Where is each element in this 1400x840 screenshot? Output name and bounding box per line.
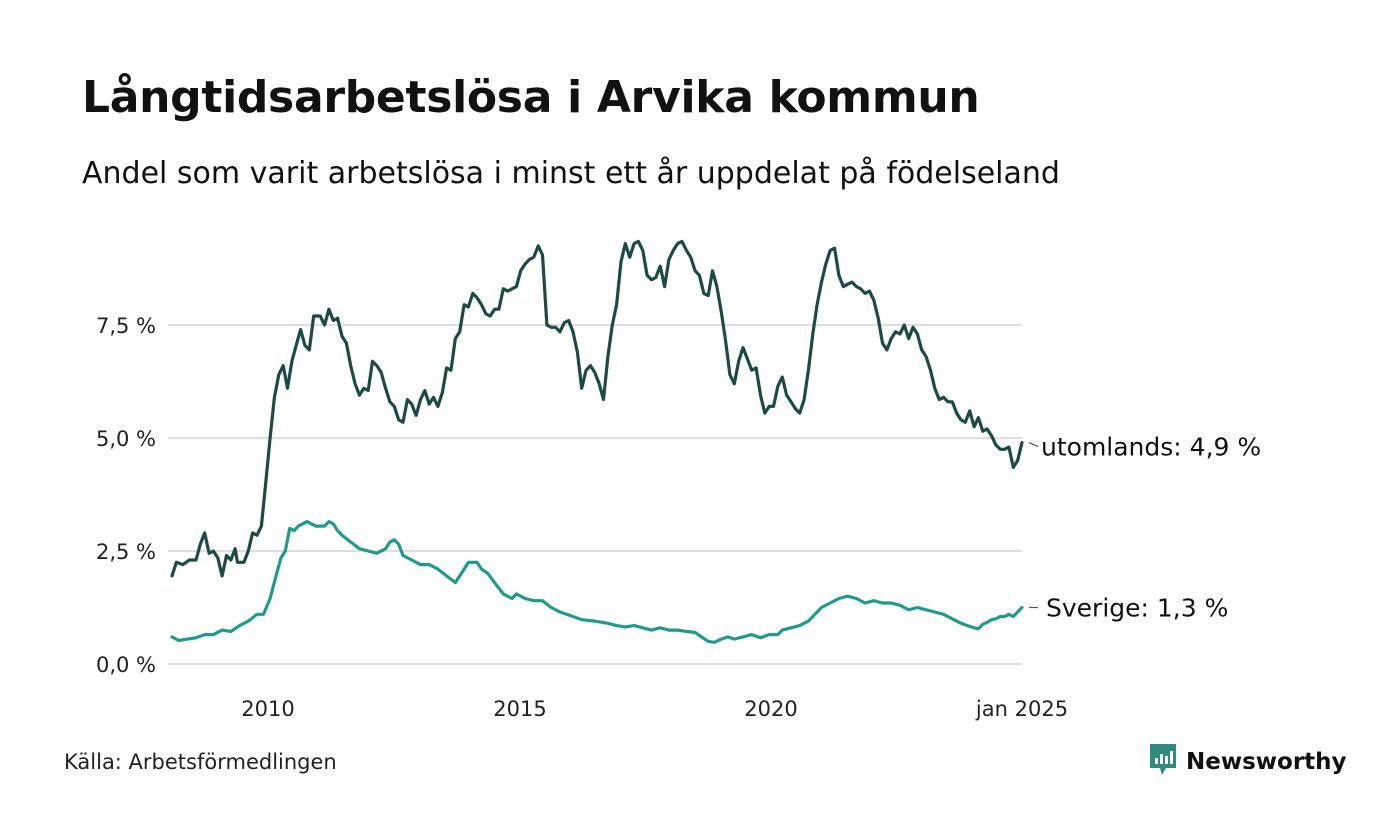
x-tick-label: 2015 (493, 697, 546, 721)
y-tick-label: 0,0 % (96, 653, 156, 677)
end-label-sverige: Sverige: 1,3 % (1046, 594, 1228, 623)
brand-name: Newsworthy (1186, 749, 1347, 775)
newsworthy-logo-icon (1148, 742, 1178, 782)
y-axis-ticks: 0,0 % 2,5 % 5,0 % 7,5 % (96, 314, 156, 677)
series-lines (170, 239, 1024, 644)
chart-subtitle: Andel som varit arbetslösa i minst ett å… (82, 156, 1060, 191)
y-tick-label: 7,5 % (96, 314, 156, 338)
series-line-sverige (170, 520, 1024, 644)
chart-title: Långtidsarbetslösa i Arvika kommun (82, 72, 980, 123)
y-tick-label: 2,5 % (96, 540, 156, 564)
series-line-utomlands (170, 239, 1024, 578)
y-tick-label: 5,0 % (96, 427, 156, 451)
series-end-labels: utomlands: 4,9 % Sverige: 1,3 % (1028, 433, 1261, 623)
source-note: Källa: Arbetsförmedlingen (64, 750, 337, 774)
brand-logo[interactable]: Newsworthy (1148, 742, 1347, 782)
x-tick-label: 2010 (241, 697, 294, 721)
end-label-leader (1028, 441, 1039, 448)
x-tick-label: 2020 (744, 697, 797, 721)
end-label-utomlands: utomlands: 4,9 % (1041, 433, 1261, 462)
x-tick-label: jan 2025 (975, 697, 1068, 721)
x-axis-ticks: 2010 2015 2020 jan 2025 (241, 697, 1068, 721)
